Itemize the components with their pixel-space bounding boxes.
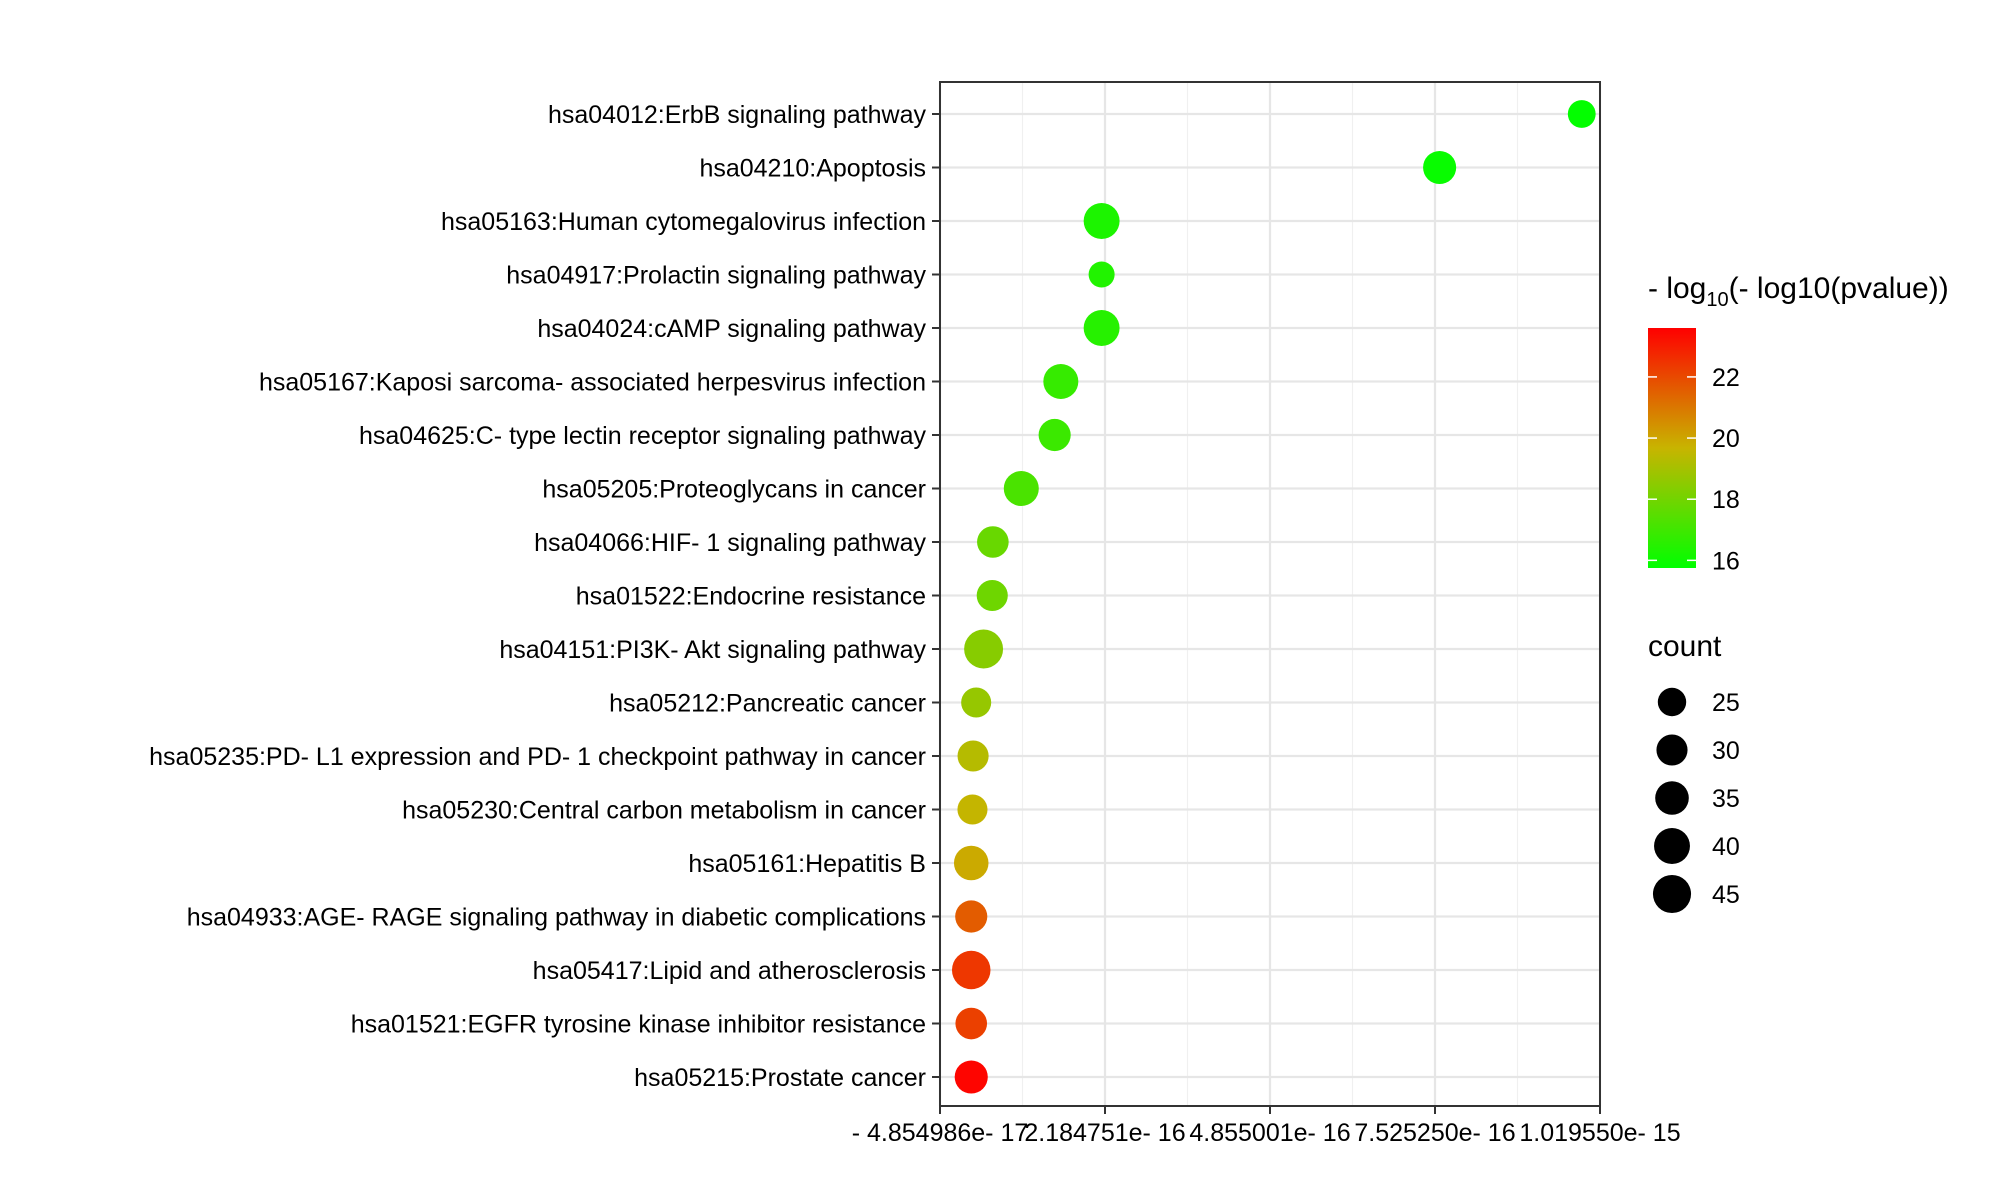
- color-legend-label: 18: [1712, 486, 1740, 514]
- data-point: [957, 794, 988, 825]
- size-legend-label: 25: [1712, 689, 1740, 717]
- category-label: hsa04917:Prolactin signaling pathway: [506, 262, 926, 290]
- data-point: [1088, 261, 1115, 288]
- color-legend-title-suffix: (- log10(pvalue)): [1729, 272, 1949, 305]
- data-point: [1083, 203, 1120, 239]
- data-point: [1423, 150, 1457, 185]
- category-label: hsa04066:HIF- 1 signaling pathway: [534, 529, 926, 557]
- category-label: hsa05161:Hepatitis B: [688, 850, 926, 878]
- x-axis: - 4.854986e- 172.184751e- 16 4.855001e- 1…: [852, 1106, 1681, 1147]
- data-point: [954, 1060, 988, 1094]
- x-tick-label: 7.525250e- 16: [1354, 1119, 1515, 1147]
- category-label: hsa05167:Kaposi sarcoma- associated herp…: [259, 369, 926, 397]
- data-point: [955, 1007, 988, 1040]
- color-legend-label: 16: [1712, 547, 1740, 575]
- data-point: [1567, 100, 1596, 128]
- category-label: hsa05212:Pancreatic cancer: [609, 690, 926, 718]
- size-legend-title: count: [1648, 630, 1722, 663]
- size-legend-dot: [1655, 781, 1689, 815]
- data-point: [953, 845, 989, 881]
- size-legend-dot: [1657, 687, 1687, 717]
- data-point: [957, 740, 989, 772]
- color-legend-title-prefix: - log: [1648, 272, 1706, 305]
- data-point: [977, 526, 1009, 558]
- data-point: [1083, 310, 1120, 346]
- color-legend-title-subscript: 10: [1706, 289, 1728, 311]
- category-label: hsa04024:cAMP signaling pathway: [537, 315, 926, 343]
- category-label: hsa04210:Apoptosis: [699, 155, 926, 183]
- category-label: hsa04151:PI3K- Akt signaling pathway: [499, 636, 926, 664]
- size-legend-dot: [1656, 734, 1688, 766]
- color-legend-title: - log10(- log10(pvalue)): [1648, 272, 1949, 311]
- category-label: hsa05417:Lipid and atherosclerosis: [533, 957, 926, 985]
- size-legend-label: 30: [1712, 737, 1740, 765]
- color-legend-label: 20: [1712, 425, 1740, 453]
- size-legend-label: 45: [1712, 881, 1740, 909]
- category-label: hsa05235:PD- L1 expression and PD- 1 che…: [149, 743, 926, 771]
- data-point: [1043, 363, 1079, 400]
- category-label: hsa04012:ErbB signaling pathway: [548, 101, 927, 129]
- x-tick-label: 1.019550e- 15: [1519, 1119, 1680, 1147]
- size-legend-dot: [1652, 874, 1692, 914]
- size-legend-label: 35: [1712, 785, 1740, 813]
- data-point: [1003, 470, 1039, 507]
- size-legend-dot: [1654, 828, 1690, 864]
- data-point: [961, 687, 992, 718]
- category-label: hsa05230:Central carbon metabolism in ca…: [402, 797, 926, 825]
- data-points: [951, 100, 1596, 1094]
- category-label: hsa05205:Proteoglycans in cancer: [542, 476, 926, 504]
- category-label: hsa04625:C- type lectin receptor signali…: [359, 422, 927, 450]
- category-label: hsa01522:Endocrine resistance: [576, 583, 926, 611]
- data-point: [1038, 418, 1071, 452]
- x-tick-label: 2.184751e- 16: [1024, 1119, 1185, 1147]
- color-legend-bar: [1648, 328, 1696, 568]
- category-label: hsa04933:AGE- RAGE signaling pathway in …: [187, 904, 926, 932]
- category-label: hsa05163:Human cytomegalovirus infection: [441, 208, 926, 236]
- data-point: [976, 579, 1008, 612]
- data-point: [955, 900, 988, 933]
- data-point: [951, 950, 991, 990]
- grid-lines: [938, 82, 1602, 1106]
- category-label: hsa05215:Prostate cancer: [634, 1064, 926, 1092]
- size-legend: count 25 30 35 40 45: [1648, 630, 1740, 914]
- color-legend: - log10(- log10(pvalue)) 16 18 20 22: [1648, 272, 1949, 575]
- color-legend-label: 22: [1712, 364, 1740, 392]
- category-label: hsa01521:EGFR tyrosine kinase inhibitor …: [351, 1011, 926, 1039]
- x-tick-label: - 4.854986e- 17: [852, 1119, 1029, 1147]
- data-point: [964, 629, 1004, 669]
- size-legend-label: 40: [1712, 833, 1740, 861]
- x-tick-label: 4.855001e- 16: [1189, 1119, 1350, 1147]
- y-axis: hsa04012:ErbB signaling pathway hsa04210:…: [149, 101, 940, 1092]
